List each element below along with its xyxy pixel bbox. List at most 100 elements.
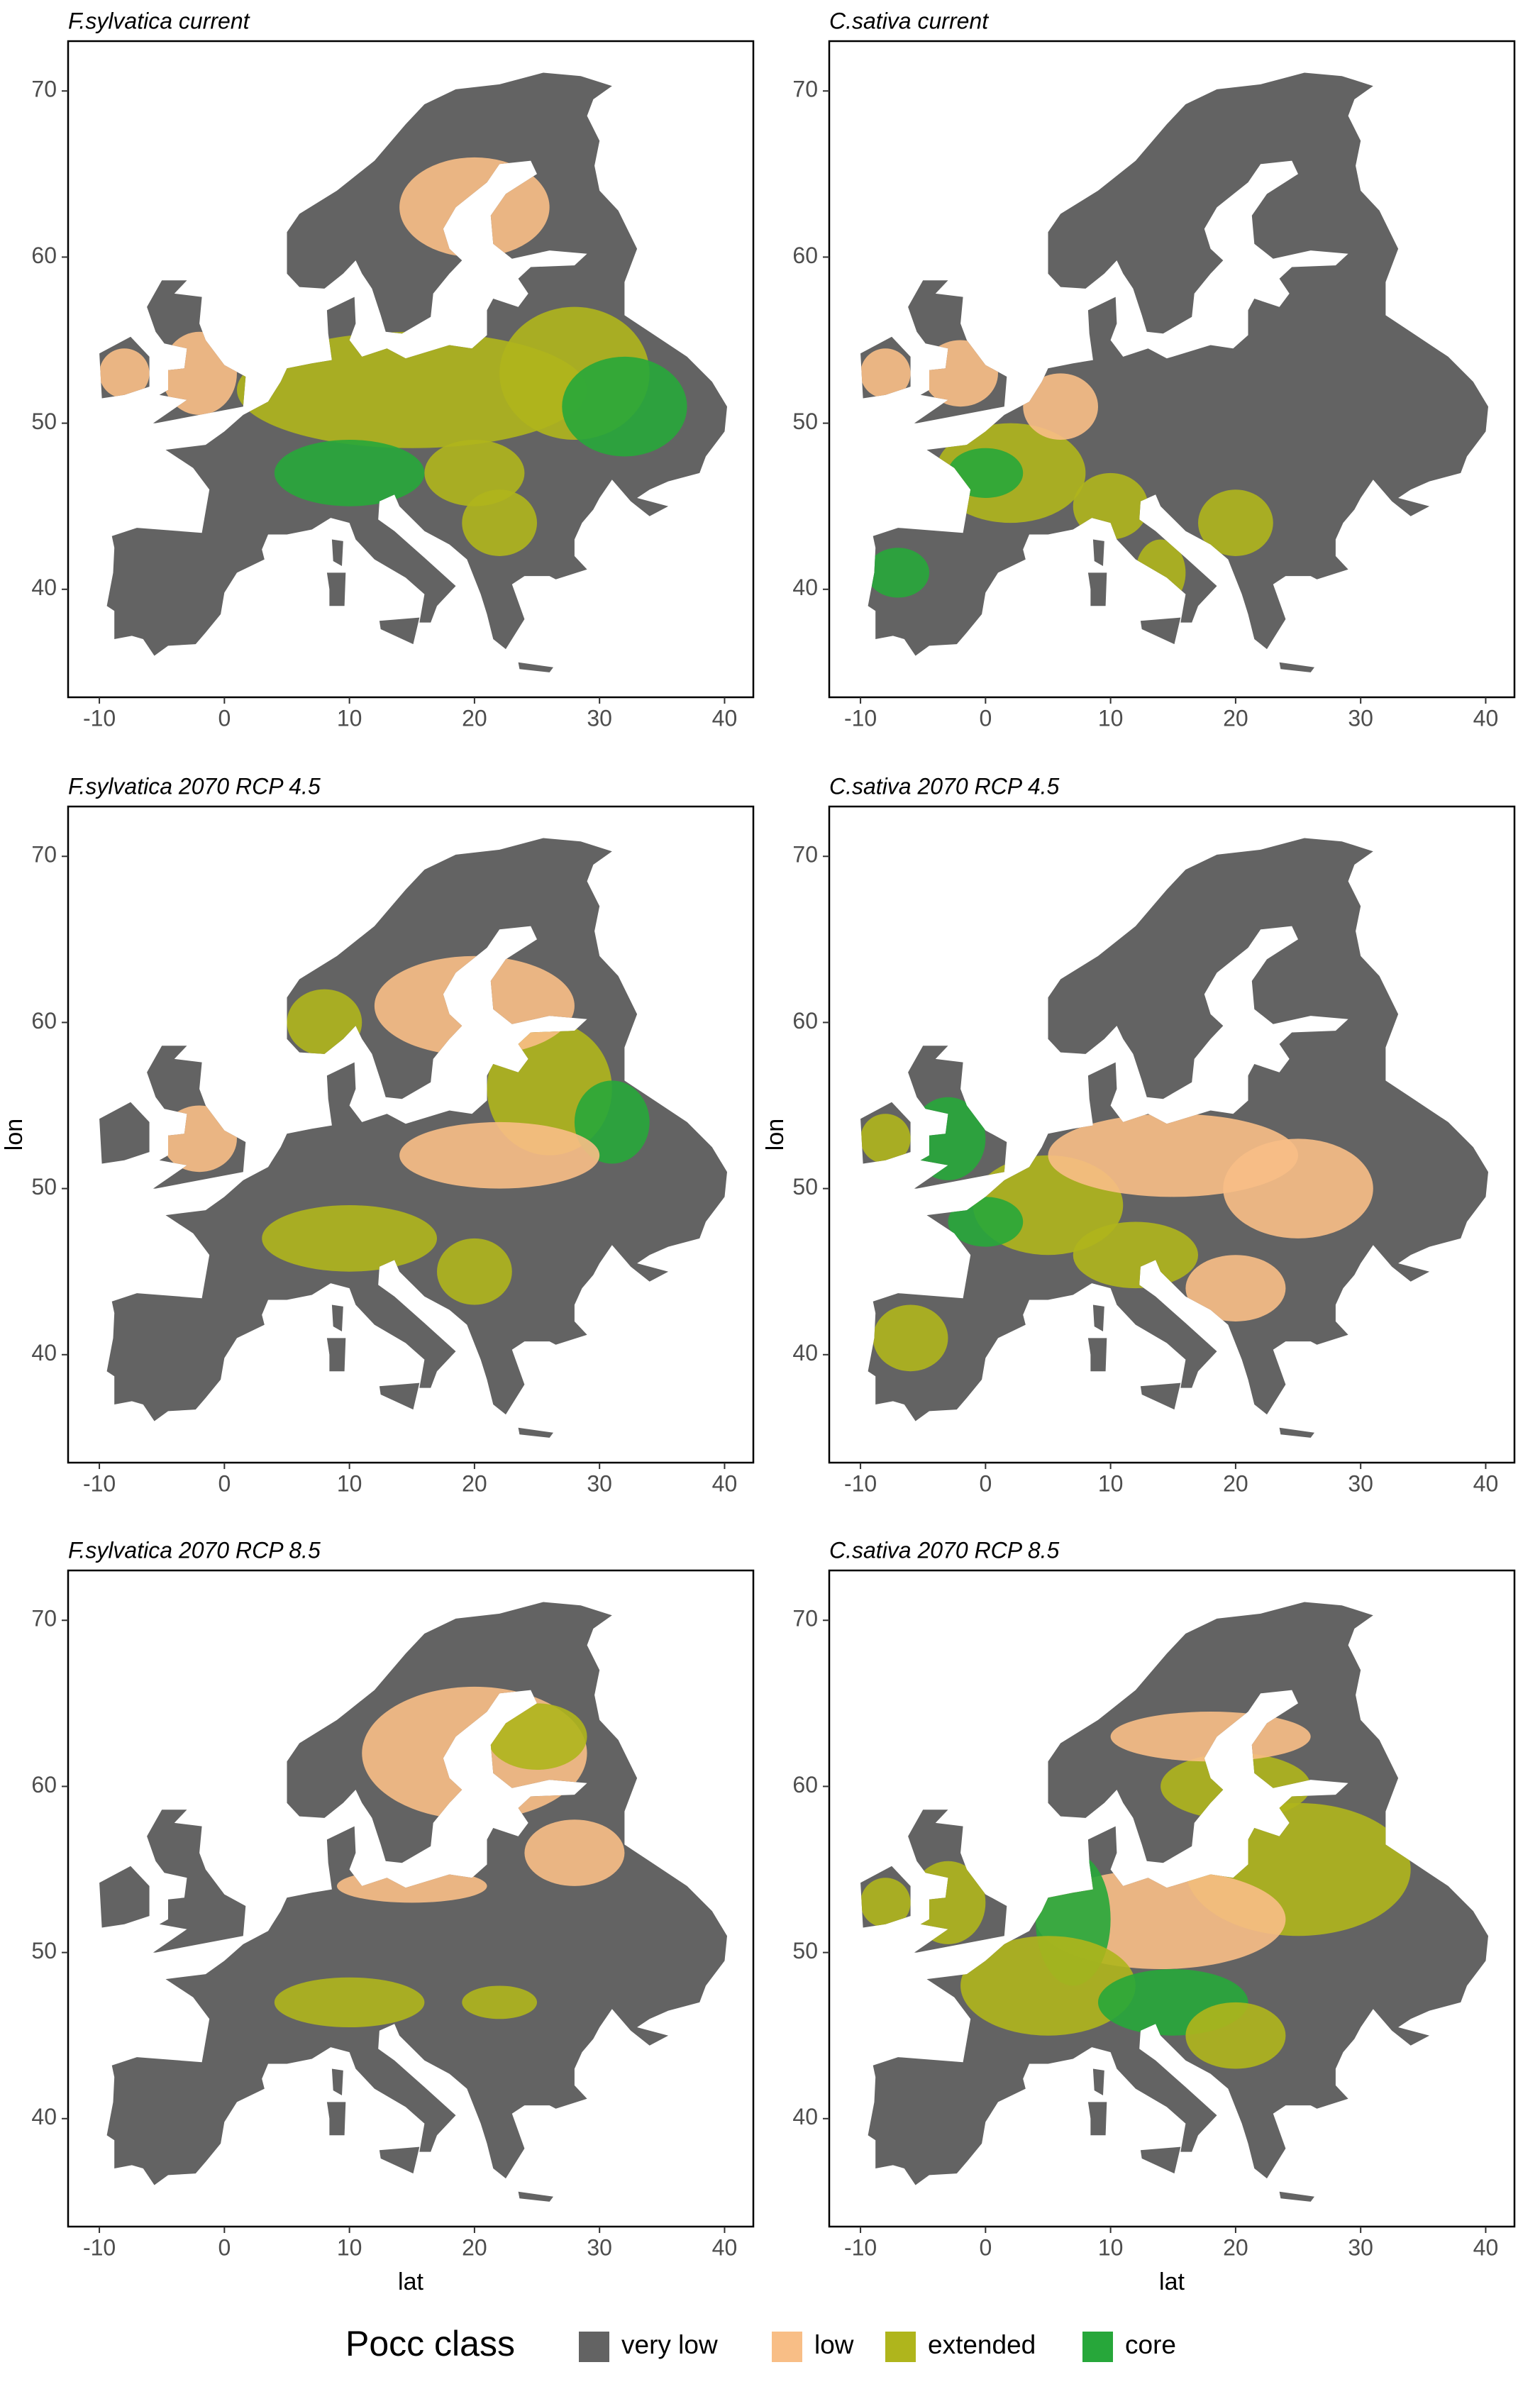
- legend-key: [772, 2332, 802, 2362]
- panel-border: [67, 40, 755, 699]
- x-tick-label: 30: [1348, 705, 1373, 731]
- class-area: [960, 1936, 1136, 2036]
- y-tick-label: 70: [792, 842, 818, 868]
- class-area: [399, 157, 550, 257]
- x-tick-label: 30: [587, 705, 612, 731]
- panel-border: [828, 805, 1516, 1464]
- y-tick-label: 60: [31, 243, 57, 268]
- map-panel: F.sylvatica 2070 RCP 4.5 -10 0 10 20 30 40 40 50…: [1, 773, 755, 1496]
- y-tick-label: 50: [792, 1938, 818, 1963]
- panel-border: [67, 1569, 755, 2228]
- panel-title: F.sylvatica current: [68, 8, 250, 33]
- y-axis-label: lon: [1, 1119, 28, 1151]
- x-tick-label: 20: [1223, 2234, 1248, 2260]
- class-area: [1110, 1712, 1311, 1762]
- y-tick-label: 50: [792, 1174, 818, 1199]
- class-area: [374, 955, 575, 1056]
- y-tick-label: 50: [31, 1938, 57, 1963]
- class-area: [336, 1869, 487, 1903]
- panel-border: [67, 805, 755, 1464]
- y-tick-label: 60: [31, 1008, 57, 1033]
- class-area: [910, 1861, 986, 1944]
- class-area: [910, 1097, 986, 1180]
- class-area: [860, 1114, 911, 1164]
- y-tick-label: 40: [31, 575, 57, 600]
- x-tick-label: 10: [1098, 1470, 1124, 1496]
- class-area: [562, 356, 687, 457]
- class-area: [462, 1985, 538, 2019]
- y-tick-label: 70: [31, 1606, 57, 1631]
- x-axis-label: lat: [1159, 2268, 1185, 2295]
- y-tick-label: 70: [31, 842, 57, 868]
- class-area: [1023, 373, 1098, 440]
- x-tick-label: -10: [83, 2234, 116, 2260]
- class-area: [424, 440, 525, 506]
- class-area: [1160, 1753, 1311, 1820]
- x-tick-label: 0: [979, 1470, 992, 1496]
- class-area: [437, 1238, 512, 1305]
- y-tick-label: 40: [792, 575, 818, 600]
- class-area: [162, 1105, 237, 1173]
- legend-key: [579, 2332, 609, 2362]
- class-area: [487, 1703, 587, 1770]
- legend-label: very low: [621, 2330, 718, 2359]
- class-area: [1198, 489, 1273, 556]
- land: [99, 838, 728, 1438]
- x-tick-label: 40: [712, 1470, 738, 1496]
- class-area: [948, 448, 1024, 498]
- x-tick-label: 20: [1223, 705, 1248, 731]
- class-area: [274, 440, 425, 506]
- x-tick-label: -10: [83, 705, 116, 731]
- x-tick-label: 30: [1348, 2234, 1373, 2260]
- x-tick-label: 0: [979, 705, 992, 731]
- x-tick-label: 20: [1223, 1470, 1248, 1496]
- class-area: [262, 1205, 438, 1272]
- y-tick-label: 50: [31, 409, 57, 434]
- legend-title: Pocc class: [345, 2324, 515, 2363]
- class-area: [524, 1819, 625, 1886]
- y-tick-label: 70: [792, 77, 818, 102]
- x-tick-label: 10: [1098, 2234, 1124, 2260]
- y-tick-label: 60: [792, 1772, 818, 1797]
- x-tick-label: 30: [1348, 1470, 1373, 1496]
- class-area: [162, 331, 237, 415]
- panel-border: [828, 40, 1516, 699]
- x-tick-label: 30: [587, 1470, 612, 1496]
- x-tick-label: 40: [712, 2234, 738, 2260]
- x-tick-label: 0: [218, 1470, 231, 1496]
- y-tick-label: 60: [792, 1008, 818, 1033]
- panel-title: C.sativa 2070 RCP 4.5: [829, 773, 1060, 799]
- class-area: [287, 989, 362, 1056]
- panel-title: F.sylvatica 2070 RCP 4.5: [68, 773, 321, 799]
- y-tick-label: 60: [31, 1772, 57, 1797]
- legend-label: extended: [928, 2330, 1036, 2359]
- x-axis-label: lat: [398, 2268, 423, 2295]
- x-tick-label: 20: [462, 705, 487, 731]
- y-tick-label: 40: [31, 2104, 57, 2129]
- class-area: [399, 1121, 600, 1189]
- panel-border: [828, 1569, 1516, 2228]
- class-area: [923, 340, 998, 407]
- class-area: [274, 1977, 425, 2027]
- class-area: [1185, 2002, 1286, 2069]
- y-tick-label: 60: [792, 243, 818, 268]
- legend-key: [1082, 2332, 1113, 2362]
- class-areas: [860, 1097, 1373, 1372]
- y-tick-label: 40: [792, 2104, 818, 2129]
- x-tick-label: 40: [1473, 2234, 1499, 2260]
- legend-key: [885, 2332, 916, 2362]
- x-tick-label: 10: [337, 1470, 362, 1496]
- x-tick-label: 20: [462, 2234, 487, 2260]
- map-panel: C.sativa 2070 RCP 4.5 -10 0 10 20 30 40 40 50 60 7…: [762, 773, 1516, 1496]
- class-area: [860, 348, 911, 399]
- x-tick-label: 0: [218, 2234, 231, 2260]
- panel-title: C.sativa 2070 RCP 8.5: [829, 1537, 1060, 1563]
- legend-label: core: [1125, 2330, 1176, 2359]
- x-tick-label: 10: [337, 2234, 362, 2260]
- y-tick-label: 40: [792, 1340, 818, 1365]
- x-tick-label: 40: [1473, 1470, 1499, 1496]
- class-area: [873, 1304, 948, 1372]
- y-tick-label: 70: [31, 77, 57, 102]
